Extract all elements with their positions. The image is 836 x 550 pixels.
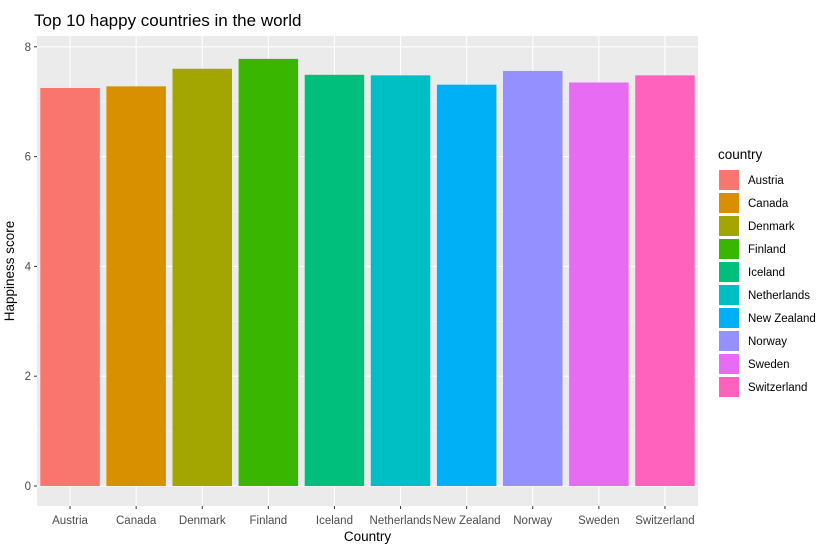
legend-label: Finland [748,244,786,256]
legend-label: New Zealand [748,313,816,325]
x-tick-label: Austria [52,515,88,527]
bars [40,58,695,487]
legend-key-norway [719,331,739,351]
bar-sweden [569,82,629,487]
legend-key-canada [719,193,739,213]
x-tick-label: Canada [116,515,157,527]
y-axis: 0 2 4 6 8 [25,42,37,493]
x-tick-label: Netherlands [370,515,432,527]
x-tick-label: Sweden [578,515,620,527]
x-tick-label: Iceland [316,515,353,527]
chart-title: Top 10 happy countries in the world [34,11,301,30]
legend-label: Canada [748,198,789,210]
legend-key-iceland [719,262,739,282]
x-tick-label: Norway [513,515,552,527]
legend-key-sweden [719,354,739,374]
bar-norway [503,70,563,487]
legend-label: Austria [748,175,784,187]
x-tick-label: New Zealand [433,515,501,527]
legend-key-new-zealand [719,308,739,328]
legend-label: Netherlands [748,290,810,302]
bar-netherlands [370,75,431,487]
bar-denmark [172,68,232,486]
bar-new-zealand [436,84,497,486]
legend-label: Sweden [748,359,790,371]
x-tick-label: Denmark [179,515,226,527]
y-tick-label: 2 [25,371,31,383]
legend-label: Iceland [748,267,785,279]
bar-switzerland [635,75,695,487]
legend-key-switzerland [719,377,739,397]
legend-label: Denmark [748,221,795,233]
x-axis-label: Country [344,529,392,544]
y-axis-label: Happiness score [2,221,17,322]
legend-key-finland [719,239,739,259]
legend-key-austria [719,170,739,190]
bar-canada [106,86,166,486]
y-tick-label: 0 [25,481,31,493]
legend-items: Austria Canada Denmark Finland Iceland Nether… [719,170,816,397]
x-axis: Austria Canada Denmark Finland Iceland Nether… [52,506,695,527]
bar-iceland [304,74,365,486]
y-tick-label: 4 [25,261,32,273]
x-tick-label: Switzerland [635,515,694,527]
y-tick-label: 6 [25,152,31,164]
legend-title: country [718,147,763,162]
bar-austria [40,87,100,486]
x-tick-label: Finland [249,515,287,527]
legend-label: Norway [748,336,787,348]
legend-label: Switzerland [748,382,807,394]
legend: country Austria Canada Denmark Finland Icela… [718,147,816,397]
legend-key-denmark [719,216,739,236]
bar-finland [238,58,299,487]
y-tick-label: 8 [25,42,31,54]
legend-key-netherlands [719,285,739,305]
